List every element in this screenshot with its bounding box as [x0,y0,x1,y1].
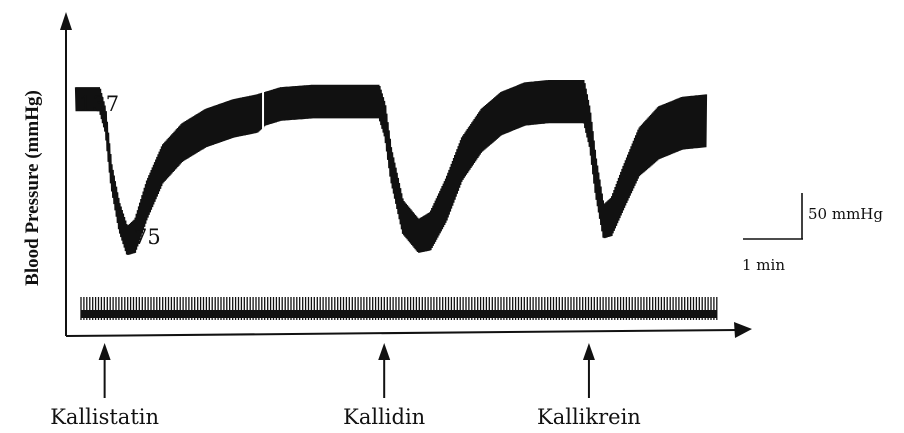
x-axis-line [65,329,739,337]
injection-markers: Kallistatin Kallidin Kallikrein [50,343,641,429]
injection-marker-kallidin: Kallidin [343,343,425,429]
injection-label: Kallistatin [50,405,159,429]
heart-rate-trace [80,297,718,320]
scale-bar-x-label: 1 min [742,256,785,274]
nadir-value-label: 75 [134,225,161,249]
scale-bar: 50 mmHg 1 min [742,193,883,274]
y-axis-arrow [60,12,72,30]
heart-rate-band [81,310,717,318]
injection-label: Kallikrein [537,405,641,429]
injection-label: Kallidin [343,405,425,429]
injection-marker-kallistatin: Kallistatin [50,343,159,429]
blood-pressure-trace [74,79,708,255]
x-axis-arrow [734,322,752,338]
injection-arrow-head [98,343,111,360]
injection-arrow-head [378,343,391,360]
injection-arrow-head [582,343,595,360]
injection-marker-kallikrein: Kallikrein [537,343,641,429]
scale-bar-y-label: 50 mmHg [808,205,883,223]
y-axis-label: Blood Pressure (mmHg) [22,90,43,286]
baseline-value-label: 137 [79,92,119,116]
plot-area [74,56,718,320]
